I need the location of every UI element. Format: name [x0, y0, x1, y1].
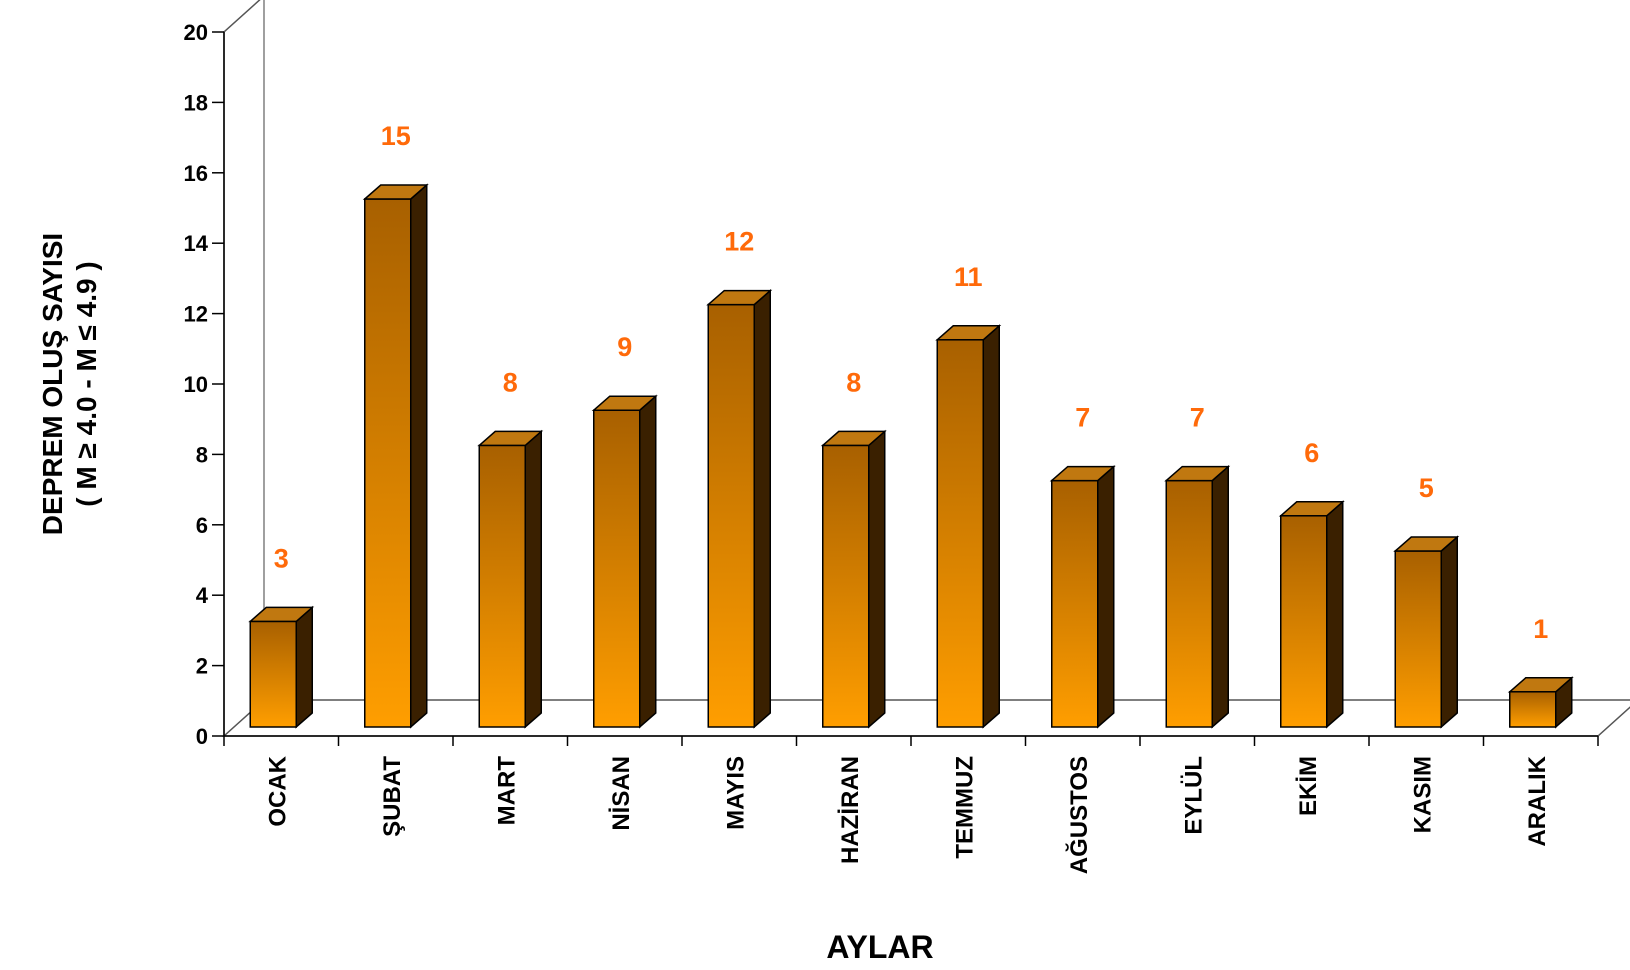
bar — [936, 339, 984, 728]
y-tick-label: 14 — [184, 231, 209, 256]
back-wall-edge — [263, 0, 265, 700]
data-label: 6 — [1304, 438, 1319, 468]
x-tick-label: MART — [493, 756, 520, 826]
data-label: 1 — [1533, 614, 1548, 644]
x-tick-label: EYLÜL — [1180, 756, 1207, 835]
bar-şubat: 15 — [362, 121, 429, 729]
bar-side — [410, 183, 428, 729]
bar-top — [820, 430, 887, 447]
bar — [1280, 515, 1328, 728]
y-tick-label: 8 — [196, 442, 208, 467]
bar — [364, 198, 412, 728]
y-tick-label: 20 — [184, 20, 208, 45]
bar-eki̇m: 6 — [1278, 438, 1345, 729]
y-axis-title-line-1: DEPREM OLUŞ SAYISI — [37, 233, 68, 535]
bar — [1051, 479, 1099, 728]
x-tick-label: MAYIS — [722, 756, 749, 830]
bar-side — [524, 429, 542, 729]
y-tick-label: 6 — [196, 513, 208, 538]
y-tick-label: 10 — [184, 372, 208, 397]
bar-side — [295, 605, 313, 729]
y-tick-label: 16 — [184, 161, 208, 186]
y-tick-label: 12 — [184, 302, 208, 327]
x-tick-label: NİSAN — [608, 756, 635, 831]
bar-temmuz: 11 — [935, 262, 1002, 729]
x-axis-title: AYLAR — [826, 929, 933, 965]
x-tick-label: ARALIK — [1524, 755, 1551, 846]
bar-side — [982, 324, 1000, 729]
y-axis-title-line-2: ( M ≥ 4.0 - M ≤ 4.9 ) — [71, 261, 102, 506]
bar — [1509, 691, 1557, 728]
bar-eylül: 7 — [1164, 403, 1231, 729]
bar — [1394, 550, 1442, 728]
data-label: 11 — [954, 262, 983, 292]
bar-side — [639, 394, 657, 729]
bar-top — [591, 395, 658, 411]
data-label: 8 — [846, 367, 861, 397]
y-tick-label: 0 — [196, 724, 208, 749]
x-tick-label: EKİM — [1295, 756, 1322, 816]
data-label: 7 — [1075, 403, 1090, 433]
data-label: 5 — [1419, 473, 1434, 503]
data-label: 3 — [274, 543, 289, 573]
bar-side — [1211, 464, 1229, 729]
bar-top — [362, 184, 429, 200]
bar-hazi̇ran: 8 — [820, 367, 887, 729]
bar-mayis: 12 — [706, 227, 773, 729]
bar — [1165, 479, 1213, 728]
data-label: 9 — [617, 332, 632, 362]
bar-top — [1507, 677, 1574, 693]
y-axis-title: DEPREM OLUŞ SAYISI ( M ≥ 4.0 - M ≤ 4.9 ) — [37, 233, 102, 535]
bar-top — [477, 430, 544, 447]
bar-top — [706, 289, 773, 306]
bar-top — [935, 325, 1002, 341]
bar-ağustos: 7 — [1049, 403, 1116, 729]
bar-top — [1278, 501, 1345, 517]
y-axis: 0 2 4 6 8 10 12 14 16 18 20 — [184, 20, 224, 749]
data-label: 7 — [1190, 403, 1205, 433]
x-tick-label: HAZİRAN — [837, 756, 864, 864]
bar — [707, 303, 755, 728]
bar-top — [1393, 536, 1460, 552]
data-label: 15 — [381, 121, 411, 151]
y-tick-label: 18 — [184, 90, 208, 115]
bar-mart: 8 — [477, 367, 544, 729]
bar — [822, 444, 870, 728]
bars-layer: 3 15 8 9 12 8 11 7 7 6 5 1 — [248, 121, 1574, 729]
bar-top — [1049, 465, 1116, 482]
x-tick-label: KASIM — [1409, 756, 1436, 833]
bar-kasim: 5 — [1393, 473, 1460, 729]
y-tick-label: 4 — [196, 583, 209, 608]
bar — [593, 409, 641, 728]
x-tick-label: AĞUSTOS — [1065, 756, 1093, 874]
bar-side — [1440, 535, 1458, 729]
x-axis: OCAK ŞUBAT MART NİSAN MAYIS HAZİRAN TEMMUZ AĞUS… — [223, 736, 1599, 874]
bar — [249, 620, 297, 728]
x-tick-label: ŞUBAT — [379, 756, 406, 837]
bar-side — [753, 288, 771, 729]
data-label: 8 — [503, 367, 518, 397]
data-label: 12 — [724, 227, 754, 257]
bar-side — [868, 429, 886, 729]
y-tick-label: 2 — [196, 654, 208, 679]
bar-top — [1164, 465, 1231, 482]
bar-ocak: 3 — [248, 543, 315, 729]
bar-side — [1097, 464, 1115, 729]
bar-ni̇san: 9 — [591, 332, 658, 729]
x-tick-label: TEMMUZ — [951, 756, 978, 859]
bar-aralik: 1 — [1507, 614, 1574, 729]
bar-side — [1326, 500, 1344, 729]
bar — [478, 444, 526, 728]
x-tick-label: OCAK — [264, 755, 291, 826]
bar-top — [248, 606, 315, 623]
